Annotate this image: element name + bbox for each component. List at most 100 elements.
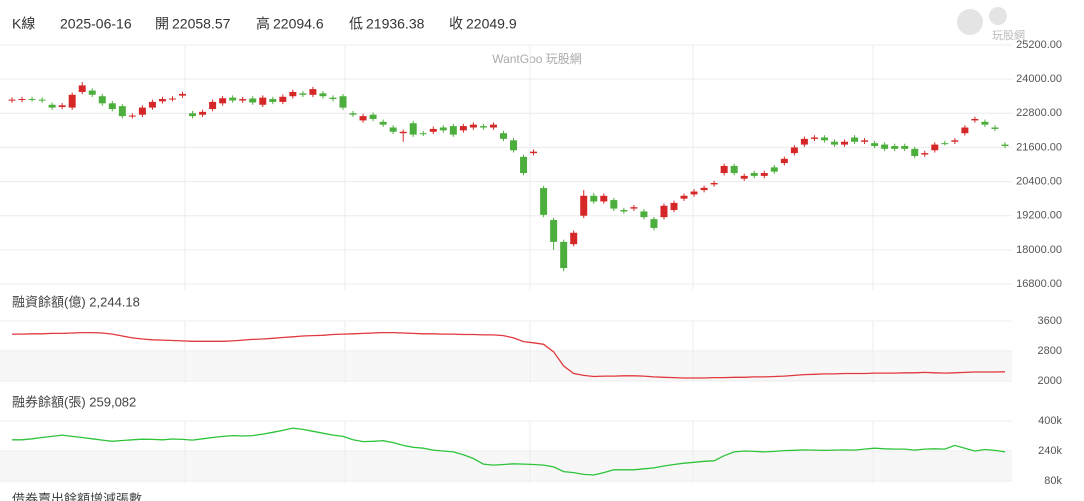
candle-body	[580, 195, 588, 216]
candle-body	[650, 219, 658, 228]
field-value: 21936.38	[366, 16, 425, 32]
candle-body	[199, 111, 207, 115]
candle-body	[670, 202, 678, 211]
field-label: 收	[449, 16, 463, 32]
panel-band	[0, 451, 1012, 481]
panel-band	[0, 351, 1012, 381]
candle-body	[941, 143, 949, 145]
candle-body	[1001, 144, 1009, 147]
y-tick-label: 16800.00	[1016, 278, 1062, 290]
candle-body	[750, 173, 758, 176]
field-value: 22058.57	[172, 16, 231, 32]
candle-body	[329, 97, 337, 100]
candle-body	[630, 207, 638, 209]
candle-body	[279, 96, 287, 102]
candle-body	[158, 99, 166, 102]
field-value: 22049.9	[466, 16, 517, 32]
y-tick-label: 18000.00	[1016, 244, 1062, 256]
candle-body	[439, 127, 447, 131]
candle-body	[710, 182, 718, 185]
candle-body	[981, 121, 989, 125]
candle-body	[319, 93, 327, 97]
candle-body	[58, 105, 66, 108]
candle-body	[88, 90, 96, 95]
candle-body	[128, 115, 136, 117]
candle-body	[369, 114, 377, 119]
y-tick-label: 20400.00	[1016, 175, 1062, 187]
candle-body	[249, 98, 257, 103]
y-tick-label: 2800	[1038, 345, 1062, 357]
chart-type: K線	[12, 16, 35, 32]
panel-title: 融券餘額(張) 259,082	[12, 394, 136, 409]
panel-title: 借券賣出餘額增減張數	[12, 491, 142, 501]
y-tick-label: 22800.00	[1016, 107, 1062, 119]
candle-body	[179, 93, 187, 96]
candle-body	[871, 143, 879, 147]
candle-body	[138, 107, 146, 115]
candle-body	[760, 173, 768, 176]
candle-body	[48, 104, 56, 108]
candle-body	[219, 98, 227, 104]
candle-body	[108, 103, 116, 110]
candle-body	[239, 99, 247, 101]
candle-body	[861, 140, 869, 142]
candle-body	[309, 89, 317, 95]
candle-body	[148, 101, 156, 108]
candle-body	[189, 113, 197, 117]
candle-body	[8, 99, 16, 101]
header: K線 2025-06-16 開 22058.57 高 22094.6 低 219…	[12, 16, 517, 32]
candle-body	[820, 137, 828, 141]
candle-body	[610, 200, 618, 209]
candle-body	[229, 97, 237, 101]
candle-body	[429, 128, 437, 132]
candle-body	[570, 232, 578, 245]
candle-body	[18, 99, 26, 101]
candle-body	[921, 153, 929, 155]
candle-body	[991, 127, 999, 129]
candle-body	[901, 146, 909, 149]
panel: 25200.00 24000.00 22800.00 21600.00 20400.00…	[0, 39, 1062, 290]
candle-body	[479, 126, 487, 128]
candle-body	[168, 98, 176, 100]
candle-body	[590, 195, 598, 202]
candle-body	[98, 96, 106, 104]
candle-body	[68, 94, 76, 108]
candle-body	[289, 91, 297, 97]
panel: 3600 2800 2000	[0, 315, 1062, 387]
field-label: 高	[256, 16, 270, 32]
candle-body	[489, 124, 497, 128]
candle-body	[530, 151, 538, 154]
panel-title: 融資餘額(億) 2,244.18	[12, 294, 140, 309]
y-tick-label: 240k	[1038, 445, 1062, 457]
candle-body	[359, 116, 367, 121]
y-tick-label: 3600	[1038, 315, 1062, 327]
candle-body	[730, 165, 738, 174]
y-tick-label: 2000	[1038, 375, 1062, 387]
candle-body	[510, 140, 518, 151]
candle-body	[459, 126, 467, 131]
candle-body	[790, 147, 798, 154]
candle-body	[851, 137, 859, 142]
panel: 400k 240k 80k	[0, 415, 1062, 487]
candle-body	[419, 133, 427, 135]
watermark: WantGoo 玩股網	[492, 52, 582, 66]
logo: 玩股網	[957, 7, 1025, 42]
candle-body	[269, 99, 277, 102]
candle-body	[209, 101, 217, 110]
field-label: 開	[155, 16, 169, 32]
candle-body	[299, 93, 307, 95]
candle-body	[810, 137, 818, 139]
candle-body	[259, 97, 267, 105]
y-tick-label: 25200.00	[1016, 39, 1062, 51]
candle-body	[931, 144, 939, 151]
y-tick-label: 80k	[1044, 475, 1062, 487]
y-tick-label: 24000.00	[1016, 73, 1062, 85]
candle-body	[660, 205, 668, 218]
candle-body	[409, 123, 417, 135]
candle-body	[891, 146, 899, 149]
logo-icon	[989, 7, 1007, 25]
logo-icon	[957, 9, 983, 35]
candle-body	[38, 99, 46, 101]
candle-body	[469, 124, 477, 128]
